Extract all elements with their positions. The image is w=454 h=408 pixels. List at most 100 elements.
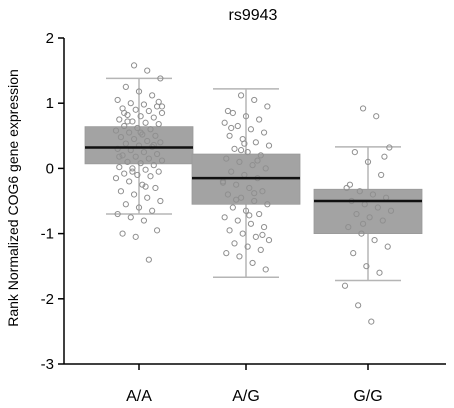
data-point <box>121 122 128 130</box>
data-point <box>223 155 230 162</box>
data-point <box>387 207 395 214</box>
x-category-label: A/G <box>232 388 260 405</box>
data-point <box>119 230 126 237</box>
data-point <box>142 166 149 173</box>
data-point <box>252 233 259 240</box>
data-point <box>135 88 143 95</box>
x-category-label: G/G <box>353 388 382 405</box>
data-point <box>236 253 243 260</box>
data-point <box>356 188 363 195</box>
data-point <box>223 250 230 257</box>
data-point <box>378 171 385 179</box>
data-point <box>153 227 161 234</box>
data-point <box>257 246 264 253</box>
data-point <box>140 217 148 224</box>
plot-area: 2 1 0 -1 -2 -3 A/A A/G G/G <box>41 30 423 405</box>
data-point <box>114 145 121 152</box>
data-point <box>224 107 232 115</box>
data-point <box>257 152 264 159</box>
data-point <box>122 140 129 147</box>
data-point <box>351 149 358 156</box>
data-point <box>129 165 136 172</box>
data-point <box>155 98 162 105</box>
y-tick-label: -1 <box>41 226 54 243</box>
data-point <box>228 168 235 175</box>
data-point <box>132 153 139 160</box>
data-point <box>371 237 378 244</box>
data-point <box>224 191 232 198</box>
data-point <box>355 302 362 309</box>
data-point <box>254 157 261 164</box>
data-point <box>236 158 243 165</box>
box-iqr <box>84 126 194 165</box>
data-point <box>152 132 159 139</box>
data-point <box>234 122 241 130</box>
y-tick-label: 1 <box>46 95 54 112</box>
data-point <box>121 109 128 117</box>
data-point <box>265 237 273 244</box>
data-point <box>137 113 144 120</box>
data-point <box>237 147 245 154</box>
data-point <box>116 116 123 123</box>
data-point <box>226 132 233 139</box>
data-point <box>233 181 240 188</box>
data-point <box>251 96 258 104</box>
data-point <box>237 92 245 99</box>
data-point <box>247 126 255 133</box>
data-point <box>158 109 166 117</box>
data-point <box>139 181 146 188</box>
data-point <box>134 171 141 179</box>
data-point <box>242 207 250 214</box>
data-point <box>112 175 120 182</box>
data-point <box>244 149 251 156</box>
data-point <box>157 75 164 82</box>
data-point <box>374 204 381 211</box>
data-point <box>247 220 255 227</box>
data-point <box>244 243 251 250</box>
data-point <box>114 96 121 104</box>
data-point <box>155 120 162 128</box>
data-point <box>264 103 271 110</box>
data-point <box>152 184 159 192</box>
data-point <box>153 150 161 158</box>
data-point <box>386 144 393 151</box>
data-point <box>157 197 164 205</box>
data-point <box>140 101 148 108</box>
data-point <box>260 223 268 231</box>
data-point <box>145 256 152 263</box>
data-point <box>150 114 157 121</box>
data-point <box>252 139 259 146</box>
data-point <box>234 217 241 224</box>
data-point <box>231 145 238 152</box>
data-point <box>262 165 269 172</box>
data-point <box>359 105 367 112</box>
data-point <box>124 118 131 125</box>
data-point <box>114 210 121 218</box>
data-point <box>117 188 125 195</box>
data-point <box>249 162 256 169</box>
data-point <box>241 140 248 147</box>
data-point <box>353 210 360 218</box>
data-point <box>117 134 125 141</box>
data-point <box>239 230 246 237</box>
data-point <box>126 129 133 136</box>
data-point <box>259 188 266 195</box>
data-point <box>127 214 134 221</box>
data-point <box>144 67 151 74</box>
data-point <box>140 149 148 156</box>
data-point <box>262 266 269 273</box>
data-point <box>158 157 166 164</box>
data-point <box>229 109 236 117</box>
data-point <box>251 190 258 197</box>
data-point <box>124 158 131 165</box>
data-point <box>376 269 383 276</box>
data-point <box>142 119 149 126</box>
data-point <box>256 116 263 123</box>
data-point <box>251 197 258 205</box>
data-point <box>142 183 149 190</box>
data-point <box>256 210 263 218</box>
x-category-label: A/A <box>126 388 152 405</box>
data-point <box>343 184 350 192</box>
data-point <box>260 129 268 136</box>
data-point <box>341 282 349 289</box>
